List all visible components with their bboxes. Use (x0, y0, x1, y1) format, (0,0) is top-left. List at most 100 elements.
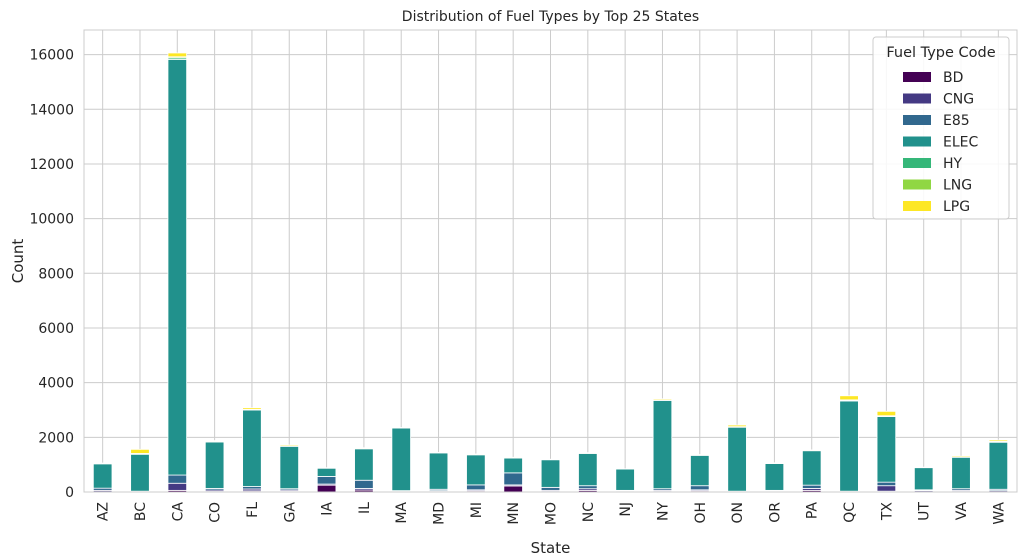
x-axis-title: State (531, 539, 571, 557)
bar-segment-fl-lpg (242, 407, 262, 410)
bar-segment-mn-bd (503, 485, 523, 493)
bar-segment-or-lpg (764, 462, 785, 464)
bar-segment-il-e85 (354, 479, 374, 489)
bar-segment-ma-lpg (391, 427, 411, 429)
bar-segment-mi-e85 (466, 484, 486, 491)
x-tick-label: CO (208, 502, 224, 523)
bar-segment-ny-elec (652, 400, 673, 490)
bar-segment-va-elec (951, 456, 971, 490)
bar-segment-ia-lpg (316, 467, 337, 469)
bar-segment-mn-elec (503, 457, 523, 474)
bar-stack-nj (615, 468, 635, 493)
bar-stack-ca (167, 52, 188, 493)
bar-segment-oh-elec (690, 454, 710, 487)
x-tick-label: VA (954, 502, 970, 521)
legend-item-e85: E85 (903, 113, 970, 129)
y-tick-label: 14000 (29, 102, 74, 118)
bar-segment-az-elec (92, 463, 113, 489)
bar-segment-tx-e85 (876, 481, 897, 487)
bar-segment-ga-lpg (279, 444, 299, 447)
bar-segment-on-elec (727, 426, 747, 492)
legend-box (872, 36, 1010, 220)
bar-segment-wa-lpg (988, 439, 1009, 442)
x-axis-ticks: AZ BC CA CO FL GA IA IL MA MD MI MN MO NC NJ NY OH ON OR PA… (96, 502, 1008, 526)
x-tick-label: FL (245, 502, 261, 518)
bar-segment-ma-elec (391, 427, 411, 492)
x-tick-label: NC (581, 502, 597, 522)
legend-item-lpg: LPG (903, 199, 970, 215)
bar-stack-fl (242, 407, 262, 493)
x-tick-label: IL (357, 502, 373, 514)
bar-segment-tx-cng (876, 485, 897, 492)
legend-item-lng: LNG (903, 178, 972, 194)
bar-segment-ia-bd (316, 484, 337, 493)
bar-stack-nc (578, 452, 598, 493)
bar-segment-il-elec (354, 448, 374, 481)
legend-item-cng: CNG (903, 92, 974, 108)
bar-segment-tx-lpg (876, 410, 897, 417)
legend: Fuel Type Code BD CNG E85 ELEC HY LNG LPG (872, 36, 1010, 220)
bar-stack-co (204, 440, 225, 493)
x-tick-label: MO (544, 502, 560, 525)
bar-segment-mn-lpg (503, 456, 523, 459)
legend-item-elec: ELEC (903, 135, 978, 151)
bar-segment-ny-lpg (652, 398, 673, 401)
bar-stack-on (727, 424, 747, 493)
legend-swatch (903, 93, 931, 104)
bar-segment-pa-elec (802, 450, 822, 486)
x-tick-label: ON (730, 502, 746, 524)
bar-segment-oh-lpg (690, 454, 710, 456)
bar-segment-va-lpg (951, 455, 971, 458)
bar-stack-tx (876, 410, 897, 493)
legend-title: Fuel Type Code (886, 45, 995, 61)
bar-segment-on-lpg (727, 424, 747, 428)
x-tick-label: MD (432, 502, 448, 525)
bar-stack-mo (540, 458, 561, 493)
bar-stack-oh (690, 454, 710, 493)
bar-segment-pa-e85 (802, 484, 822, 489)
bar-segment-nc-lpg (578, 452, 598, 454)
x-tick-label: UT (917, 502, 933, 521)
bar-stack-az (92, 462, 113, 493)
bar-segment-qc-elec (839, 400, 859, 492)
x-tick-label: OR (767, 502, 783, 523)
legend-item-hy: HY (903, 156, 963, 172)
bar-segment-ut-lpg (913, 466, 934, 469)
x-tick-label: QC (842, 502, 858, 523)
x-tick-label: WA (991, 502, 1007, 525)
legend-items: BD CNG E85 ELEC HY LNG LPG (903, 70, 978, 215)
bar-segment-ia-elec (316, 467, 337, 477)
legend-label: E85 (943, 113, 970, 129)
x-tick-label: PA (805, 502, 821, 520)
legend-item-bd: BD (903, 70, 963, 86)
legend-swatch (903, 72, 931, 82)
x-tick-label: MI (469, 502, 485, 518)
legend-swatch (903, 201, 931, 211)
bar-segment-mi-elec (466, 454, 486, 486)
bar-segment-ga-elec (279, 445, 299, 490)
bar-segment-qc-lpg (839, 395, 859, 401)
bar-segment-fl-elec (242, 409, 262, 487)
y-axis-title: Count (9, 239, 27, 284)
bar-stack-mi (466, 453, 486, 493)
x-tick-label: BC (133, 502, 149, 521)
chart-title: Distribution of Fuel Types by Top 25 Sta… (402, 9, 699, 25)
y-tick-label: 16000 (29, 48, 74, 64)
bar-segment-bc-elec (130, 453, 150, 492)
bar-segment-il-lpg (354, 447, 374, 449)
bar-segment-wa-elec (988, 441, 1009, 490)
bar-segment-ca-cng (167, 482, 188, 491)
bar-segment-nj-elec (615, 468, 635, 491)
bar-segment-or-elec (764, 463, 785, 491)
bar-stack-bc (130, 448, 150, 493)
bar-stack-ga (279, 444, 299, 493)
y-tick-label: 2000 (38, 430, 74, 446)
x-tick-label: IA (320, 502, 336, 516)
bar-segment-mo-e85 (540, 486, 561, 491)
bar-segment-bc-lpg (130, 448, 150, 454)
y-tick-label: 12000 (29, 157, 74, 173)
bar-stack-qc (839, 395, 859, 493)
bar-stack-va (951, 455, 971, 493)
y-tick-label: 8000 (38, 266, 74, 282)
bar-segment-oh-e85 (690, 485, 710, 491)
